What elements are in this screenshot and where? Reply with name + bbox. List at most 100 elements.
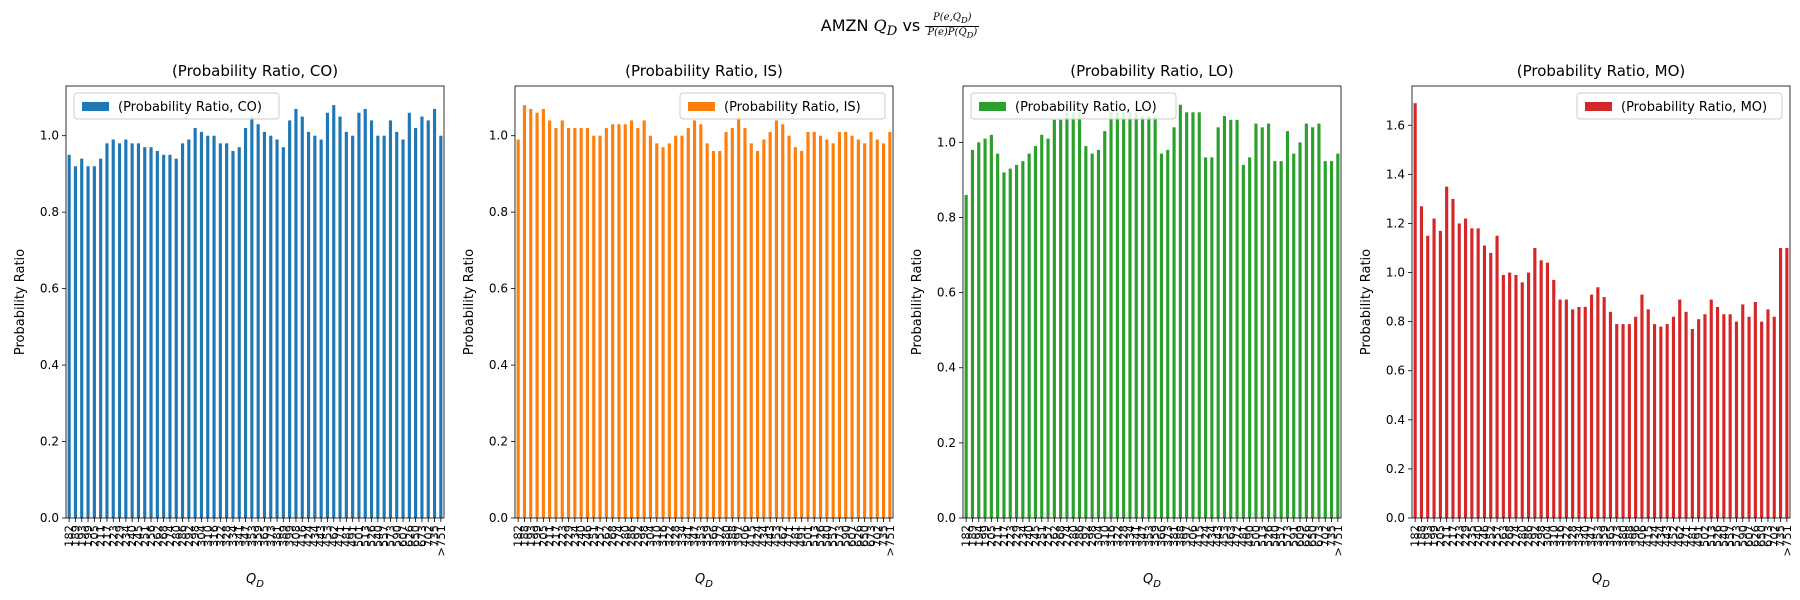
x-tick-label: 262 <box>599 525 613 547</box>
x-tick-label: 513 <box>1704 525 1718 547</box>
x-tick-label: 481 <box>1236 525 1250 547</box>
x-tick-label: 194 <box>972 525 986 547</box>
x-tick-label: 573 <box>1729 525 1743 547</box>
bar <box>1615 324 1619 518</box>
x-tick-label: 373 <box>1161 525 1175 547</box>
x-tick-label: 182 <box>511 525 525 547</box>
bar <box>768 131 772 518</box>
bar <box>516 139 520 518</box>
bar <box>1172 127 1176 518</box>
bar <box>800 150 804 519</box>
x-tick-label: 286 <box>625 525 639 547</box>
legend-box <box>1576 92 1783 120</box>
x-tick-label: 182 <box>1408 525 1422 547</box>
bar <box>401 139 405 518</box>
legend: (Probability Ratio, CO) <box>73 92 280 120</box>
bar <box>1552 279 1556 518</box>
x-tick-label: 262 <box>150 525 164 547</box>
x-tick-label: 359 <box>1148 525 1162 547</box>
bar <box>319 139 323 518</box>
bar <box>724 131 728 518</box>
bar <box>1571 309 1575 518</box>
x-tick-label: 257 <box>1041 525 1055 547</box>
x-tick-label: 626 <box>1748 525 1762 547</box>
x-tick-label: 526 <box>365 525 379 547</box>
bar <box>1495 235 1499 519</box>
x-tick-label: 223 <box>106 525 120 547</box>
legend-box <box>679 92 886 120</box>
x-tick-label: 513 <box>807 525 821 547</box>
x-tick-label: 501 <box>801 525 815 547</box>
bar <box>888 131 892 518</box>
bar <box>1323 161 1327 518</box>
x-tick-label: >751 <box>434 525 448 557</box>
legend-swatch <box>1585 102 1612 111</box>
x-tick-label: 217 <box>100 525 114 547</box>
axes-frame <box>962 85 1342 519</box>
bar <box>250 116 254 518</box>
bar <box>1577 306 1581 518</box>
bar <box>863 143 867 518</box>
x-tick-label: 257 <box>593 525 607 547</box>
bar <box>1159 153 1164 518</box>
bar <box>111 139 115 518</box>
legend-label: (Probability Ratio, MO) <box>1621 100 1767 115</box>
x-tick-label: 557 <box>826 525 840 547</box>
x-tick-label: 328 <box>1117 525 1131 547</box>
x-tick-label: 274 <box>612 525 626 547</box>
x-tick-label: 280 <box>1515 525 1529 547</box>
bar <box>1741 304 1745 518</box>
x-tick-label: 263 <box>1496 525 1510 547</box>
bar <box>1235 119 1239 518</box>
x-tick-label: 513 <box>1255 525 1269 547</box>
bar <box>1766 309 1770 518</box>
bar <box>1665 324 1669 518</box>
x-tick-label: 322 <box>213 525 227 547</box>
bar <box>1191 112 1195 519</box>
bar <box>1329 161 1334 518</box>
bar <box>193 128 197 519</box>
bar <box>964 194 968 518</box>
bar <box>831 143 835 518</box>
x-tick-label: 434 <box>757 525 771 547</box>
x-axis-label: QD <box>246 572 264 590</box>
x-tick-label: 481 <box>1685 525 1699 547</box>
bar <box>1311 127 1315 518</box>
bar <box>1646 309 1650 518</box>
x-tick-label: 286 <box>1522 525 1536 547</box>
y-tick-label: 0.4 <box>1386 413 1405 427</box>
bar <box>1033 146 1038 518</box>
bar <box>875 139 879 518</box>
legend-swatch <box>979 102 1006 111</box>
bar <box>243 128 248 519</box>
x-tick-label: 245 <box>131 525 145 547</box>
x-tick-label: 341 <box>1129 525 1143 547</box>
x-tick-label: 540 <box>371 525 385 547</box>
bar <box>1508 272 1512 518</box>
bar <box>1260 127 1264 518</box>
bar <box>1463 218 1468 519</box>
bar <box>206 135 210 518</box>
y-tick-label: 0.8 <box>40 205 59 219</box>
x-tick-label: 359 <box>251 525 265 547</box>
y-tick-label: 0.8 <box>1386 315 1405 329</box>
x-tick-label: 353 <box>1591 525 1605 547</box>
suptitle-subscript: D <box>886 24 898 40</box>
x-tick-label: 673 <box>415 525 429 547</box>
bar <box>332 105 336 519</box>
x-tick-label: 526 <box>1262 525 1276 547</box>
bar <box>548 120 552 518</box>
x-tick-label: 274 <box>1509 525 1523 547</box>
x-tick-label: 340 <box>1578 525 1592 547</box>
bar <box>1728 314 1732 518</box>
x-tick-label: 650 <box>1306 525 1320 547</box>
suptitle-fraction: P(e,QD) P(e)P(QD) <box>925 12 980 41</box>
bar <box>1027 153 1031 518</box>
x-tick-label: 188 <box>517 525 531 547</box>
x-tick-label: 292 <box>182 525 196 547</box>
bar <box>168 154 172 518</box>
x-tick-label: 280 <box>618 525 632 547</box>
x-tick-label: 399 <box>283 525 297 547</box>
x-tick-label: 322 <box>662 525 676 547</box>
x-tick-label: 310 <box>1098 525 1112 547</box>
